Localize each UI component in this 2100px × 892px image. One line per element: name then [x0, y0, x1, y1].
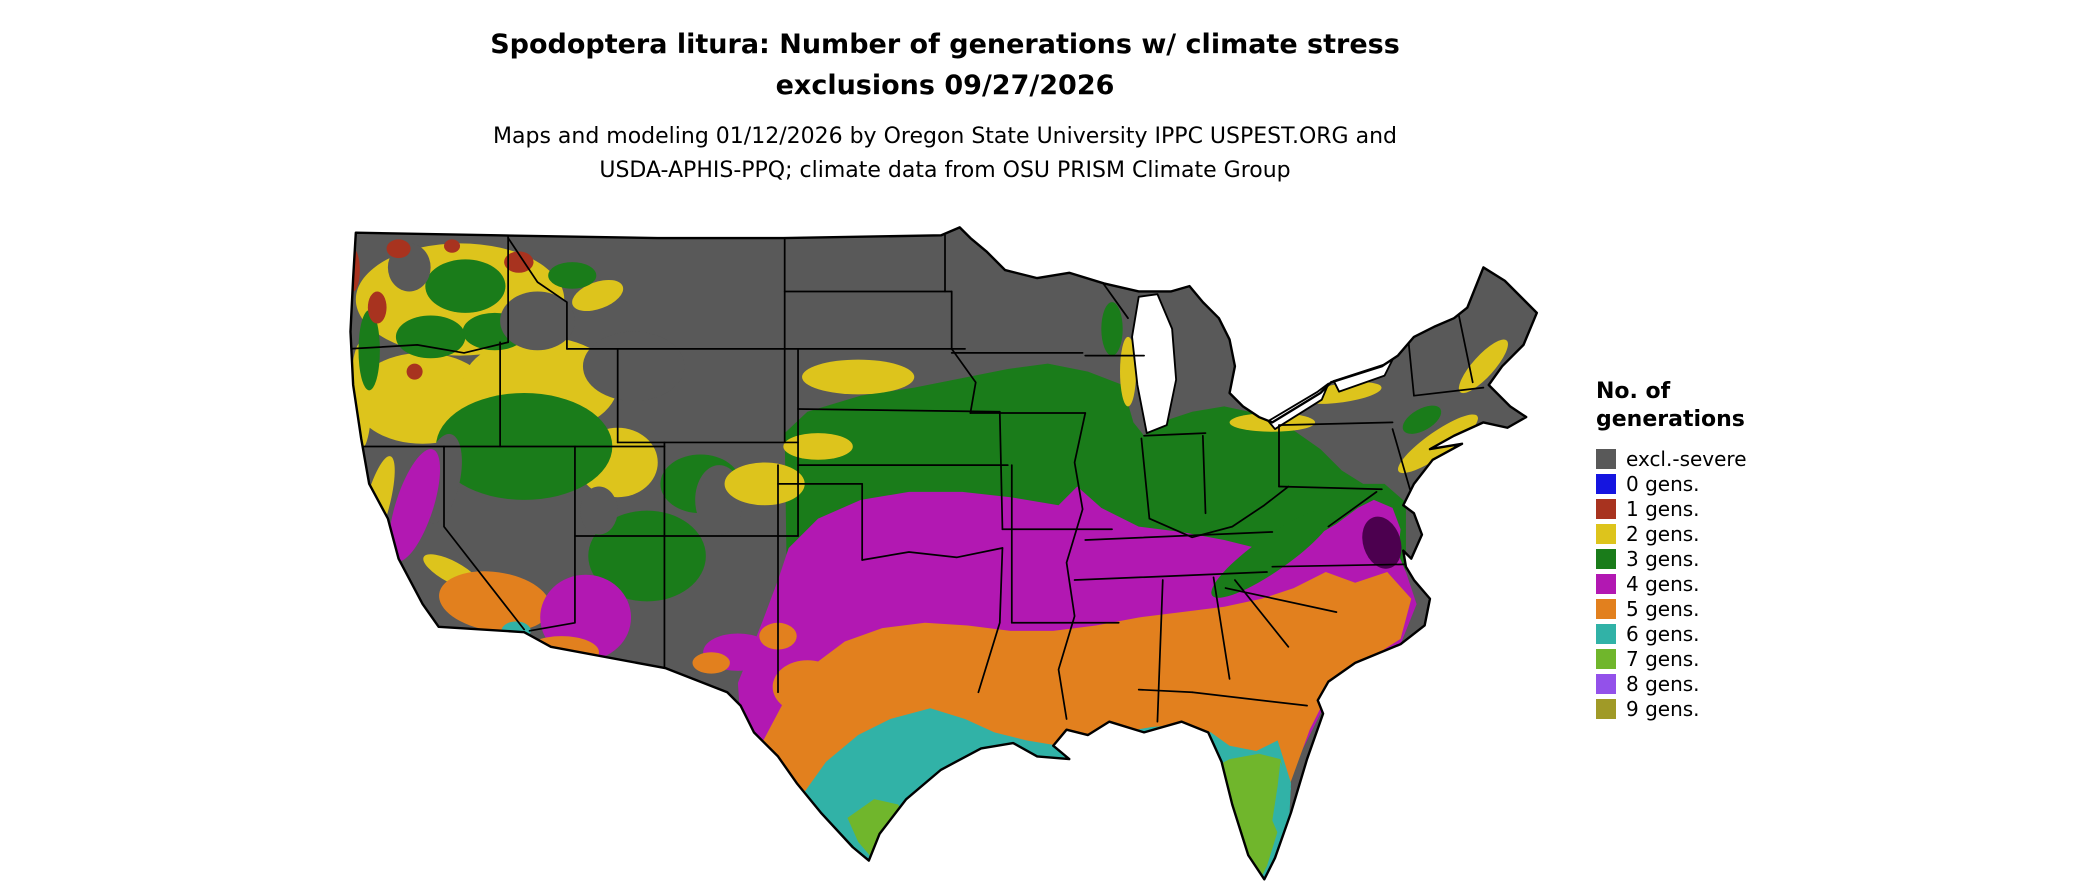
legend-item-excl-severe: excl.-severe	[1596, 446, 1856, 471]
legend-item-7-gens: 7 gens.	[1596, 646, 1856, 671]
legend-swatch	[1596, 548, 1616, 569]
legend-label: 0 gens.	[1626, 471, 1700, 496]
us-outline	[349, 226, 1539, 881]
legend-swatch	[1596, 573, 1616, 594]
legend-title-line2: generations	[1596, 407, 1745, 432]
page-subtitle-line2: USDA-APHIS-PPQ; climate data from OSU PR…	[599, 158, 1291, 183]
legend-swatch	[1596, 523, 1616, 544]
map-container	[336, 222, 1554, 890]
legend-swatch	[1596, 648, 1616, 669]
legend-label: 6 gens.	[1626, 621, 1700, 646]
legend-swatch	[1596, 673, 1616, 694]
legend-label: excl.-severe	[1626, 446, 1747, 471]
legend-label: 1 gens.	[1626, 496, 1700, 521]
legend-items: excl.-severe 0 gens. 1 gens. 2 gens. 3 gens.…	[1596, 446, 1856, 721]
legend-swatch	[1596, 698, 1616, 719]
legend-title-line1: No. of	[1596, 379, 1671, 404]
page-subtitle: Maps and modeling 01/12/2026 by Oregon S…	[0, 120, 1890, 188]
legend-item-5-gens: 5 gens.	[1596, 596, 1856, 621]
legend-swatch	[1596, 598, 1616, 619]
legend-label: 5 gens.	[1626, 596, 1700, 621]
us-generations-map	[349, 226, 1539, 881]
legend-item-9-gens: 9 gens.	[1596, 696, 1856, 721]
legend-swatch	[1596, 473, 1616, 494]
legend-label: 2 gens.	[1626, 521, 1700, 546]
lake-michigan	[1131, 293, 1178, 435]
legend-item-8-gens: 8 gens.	[1596, 671, 1856, 696]
map-header: Spodoptera litura: Number of generations…	[0, 24, 1890, 188]
legend-item-6-gens: 6 gens.	[1596, 621, 1856, 646]
page-subtitle-line1: Maps and modeling 01/12/2026 by Oregon S…	[493, 124, 1397, 149]
page-title: Spodoptera litura: Number of generations…	[0, 24, 1890, 106]
legend-item-4-gens: 4 gens.	[1596, 571, 1856, 596]
legend: No. of generations excl.-severe 0 gens. 1 g…	[1596, 378, 1856, 721]
legend-swatch	[1596, 448, 1616, 469]
legend-label: 9 gens.	[1626, 696, 1700, 721]
legend-item-3-gens: 3 gens.	[1596, 546, 1856, 571]
legend-label: 8 gens.	[1626, 671, 1700, 696]
legend-swatch	[1596, 498, 1616, 519]
page-title-line1: Spodoptera litura: Number of generations…	[490, 29, 1400, 60]
state-borders	[350, 234, 1485, 723]
legend-label: 4 gens.	[1626, 571, 1700, 596]
legend-item-2-gens: 2 gens.	[1596, 521, 1856, 546]
legend-title: No. of generations	[1596, 378, 1856, 434]
legend-item-0-gens: 0 gens.	[1596, 471, 1856, 496]
legend-label: 3 gens.	[1626, 546, 1700, 571]
page-title-line2: exclusions 09/27/2026	[775, 70, 1115, 101]
legend-swatch	[1596, 623, 1616, 644]
legend-item-1-gens: 1 gens.	[1596, 496, 1856, 521]
legend-label: 7 gens.	[1626, 646, 1700, 671]
